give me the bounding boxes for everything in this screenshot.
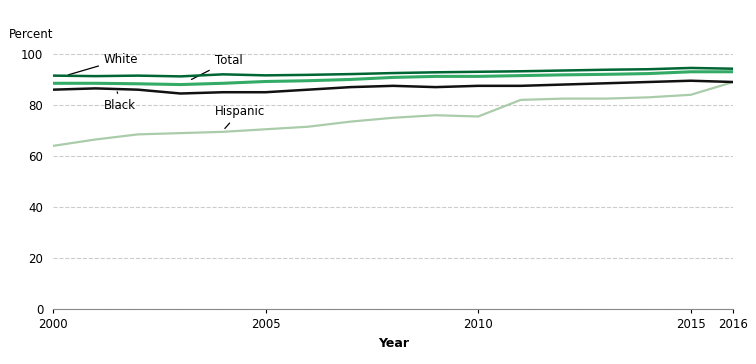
Text: Hispanic: Hispanic [215, 105, 265, 128]
Text: Black: Black [104, 92, 136, 112]
X-axis label: Year: Year [377, 337, 409, 350]
Text: Total: Total [191, 54, 242, 79]
Text: Percent: Percent [9, 28, 53, 41]
Text: White: White [68, 53, 138, 75]
